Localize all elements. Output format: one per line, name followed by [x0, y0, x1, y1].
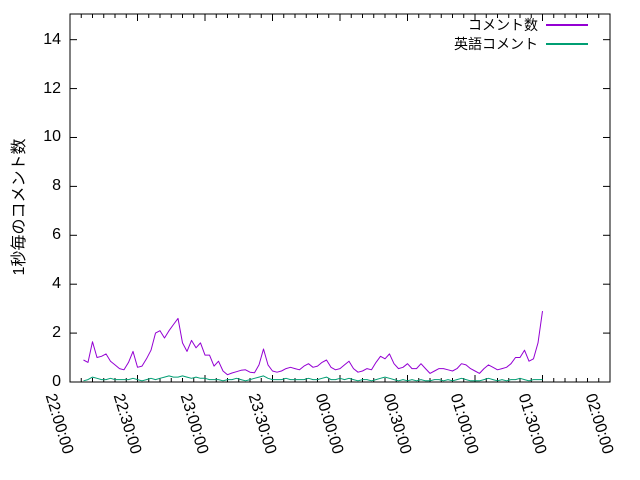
y-tick-label: 6	[52, 226, 61, 244]
y-tick-label: 14	[43, 30, 61, 48]
y-tick-label: 10	[43, 128, 61, 146]
legend-line-sample-english-comments	[546, 42, 588, 45]
series-line-1	[83, 375, 543, 382]
legend-label-english-comments: 英語コメント	[454, 35, 538, 52]
y-tick-label: 4	[52, 275, 61, 293]
legend-row-comments: コメント数	[454, 15, 588, 34]
series-line-0	[83, 311, 543, 376]
y-tick-label: 0	[52, 373, 61, 390]
plot-border	[69, 13, 611, 383]
legend-label-comments: コメント数	[468, 16, 538, 33]
y-tick-label: 12	[43, 79, 61, 97]
legend-line-sample-comments	[546, 23, 588, 26]
legend: コメント数 英語コメント	[454, 15, 588, 53]
y-tick-label: 2	[52, 324, 61, 342]
y-tick-label: 8	[52, 177, 61, 195]
y-axis-title: 1秒毎のコメント数	[11, 138, 28, 276]
legend-row-english-comments: 英語コメント	[454, 34, 588, 53]
